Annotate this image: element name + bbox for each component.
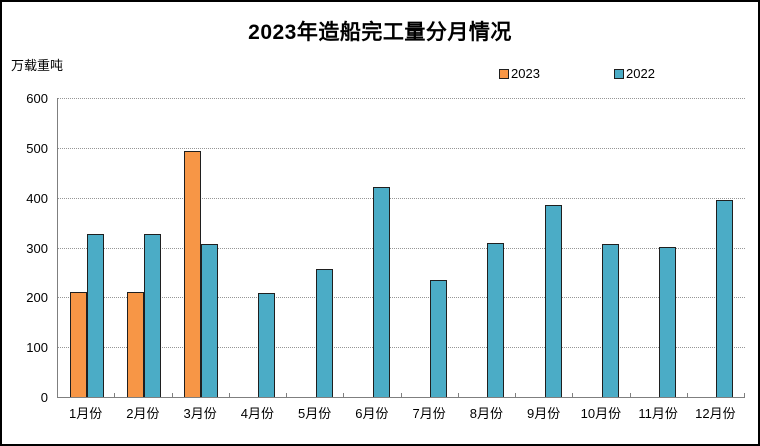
bar-2023-2月份 [126,291,144,397]
bar-2023-1月份 [69,291,87,397]
bar-group-9月份 [516,98,573,397]
bar-group-4月份 [230,98,287,397]
x-axis-tick [343,393,345,397]
x-axis-tick [171,393,173,397]
legend-swatch-2023-icon [499,68,509,79]
bar-2022-12月份 [716,199,734,397]
bar-2022-6月份 [372,187,390,397]
bar-group-6月份 [344,98,401,397]
x-axis-tick [114,393,116,397]
bar-2022-1月份 [86,234,104,397]
xtick-label-5月份: 5月份 [298,406,332,421]
gridline-100 [58,347,745,349]
legend-swatch-2022-icon [614,68,624,79]
x-axis-tick [629,393,631,397]
x-axis-tick [400,393,402,397]
bar-2022-9月份 [544,204,562,397]
y-axis-unit-label: 万载重吨 [11,58,64,73]
xtick-label-4月份: 4月份 [240,406,274,421]
xtick-label-7月份: 7月份 [412,406,446,421]
chart-title: 2023年造船完工量分月情况 [248,21,512,44]
ytick-label-100: 100 [26,340,48,356]
gridline-200 [58,297,745,299]
bar-group-5月份 [287,98,344,397]
bar-group-12月份 [688,98,745,397]
ytick-label-300: 300 [26,240,48,256]
gridline-400 [58,197,745,199]
gridline-300 [58,247,745,249]
x-axis-tick [744,393,745,397]
xtick-label-8月份: 8月份 [469,406,503,421]
bar-group-2月份 [115,98,172,397]
bar-2022-11月份 [659,246,677,397]
bar-group-10月份 [573,98,630,397]
bar-group-1月份 [58,98,115,397]
bar-2022-7月份 [430,279,448,397]
xtick-label-9月份: 9月份 [527,406,561,421]
bar-group-3月份 [173,98,230,397]
legend-item-2022: 2022 [614,66,655,81]
xtick-label-10月份: 10月份 [580,406,622,421]
bar-group-7月份 [402,98,459,397]
xtick-label-12月份: 12月份 [695,406,736,421]
x-axis-tick [457,393,459,397]
legend-label-2023: 2023 [511,66,540,81]
bar-2023-3月份 [184,150,202,397]
bar-group-11月份 [631,98,688,397]
gridline-600 [58,98,745,99]
xtick-label-6月份: 6月份 [355,406,389,421]
ytick-label-500: 500 [26,140,48,156]
xtick-label-1月份: 1月份 [69,406,103,421]
gridline-500 [58,147,745,149]
bar-2022-8月份 [487,242,505,397]
bar-2022-3月份 [201,243,219,397]
x-axis-tick [515,393,516,397]
ytick-label-600: 600 [26,91,48,106]
bar-2022-4月份 [258,292,276,397]
bar-group-8月份 [459,98,516,397]
x-axis-tick [572,393,574,397]
x-axis-tick [286,393,287,397]
ytick-label-0: 0 [40,390,48,405]
ytick-label-200: 200 [26,290,48,306]
bar-2022-2月份 [143,233,161,397]
xtick-label-11月份: 11月份 [638,406,678,421]
legend-label-2022: 2022 [626,66,655,81]
ytick-label-400: 400 [26,190,48,206]
x-axis-tick [228,393,230,397]
xtick-label-2月份: 2月份 [126,406,160,421]
bar-2022-5月份 [315,269,333,397]
plot-area [57,98,745,398]
xtick-label-3月份: 3月份 [183,406,217,421]
x-axis-tick [686,393,688,397]
bar-2022-10月份 [601,243,619,397]
legend-item-2023: 2023 [499,66,540,81]
